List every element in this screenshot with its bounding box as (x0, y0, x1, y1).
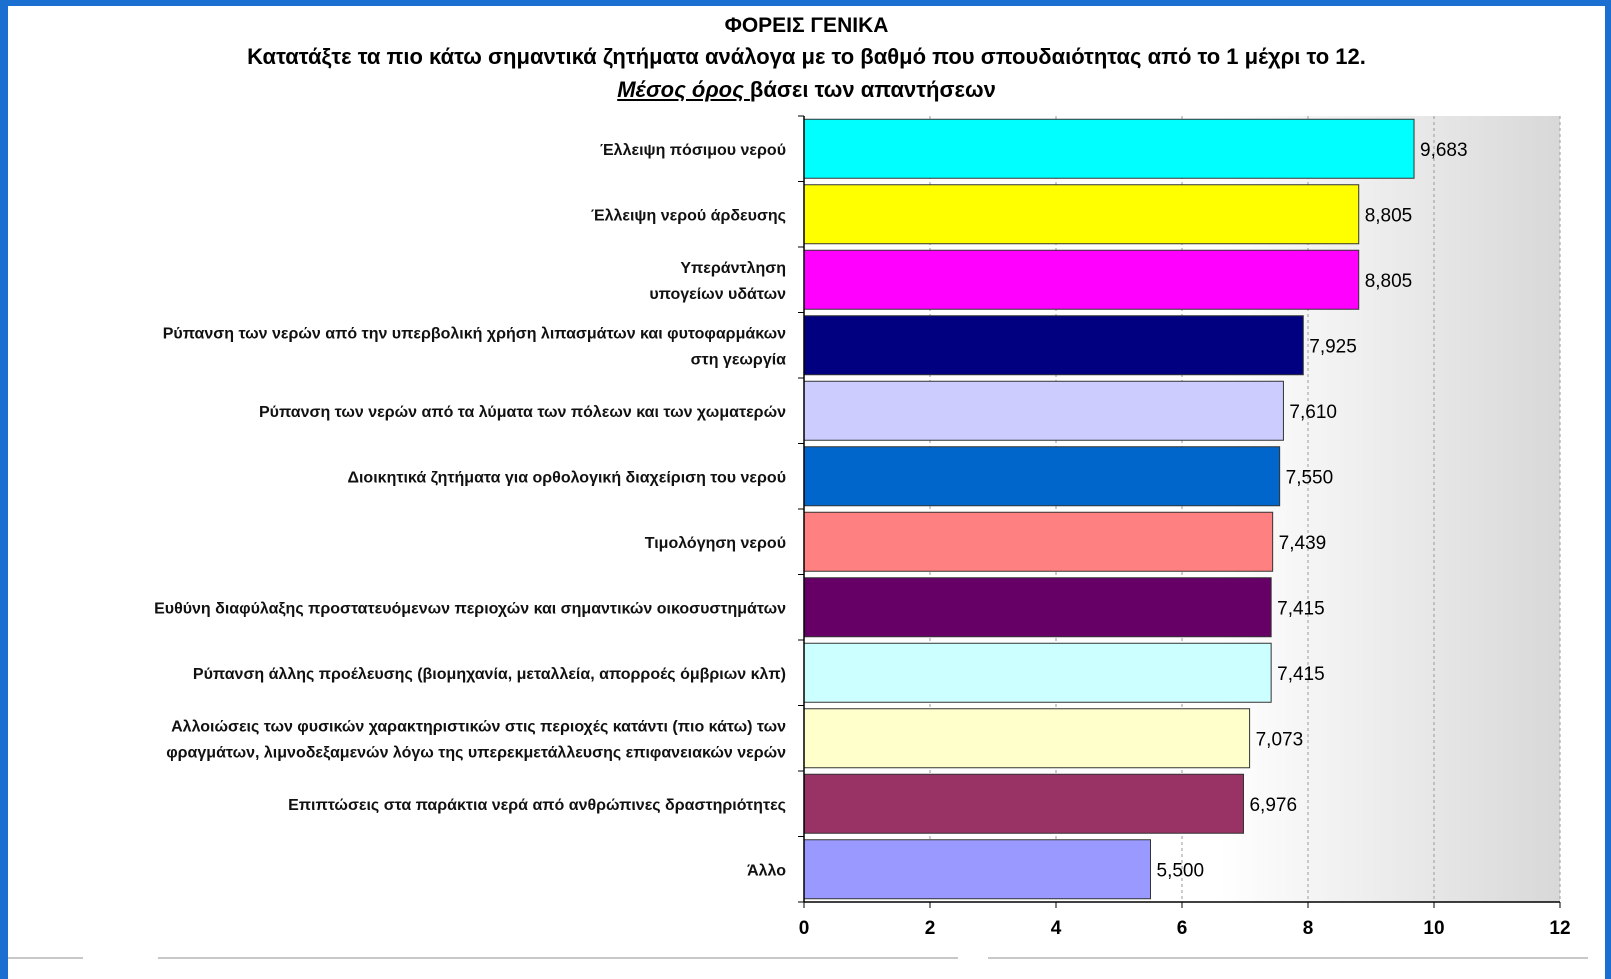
bar (803, 446, 1281, 507)
value-label: 7,610 (1289, 402, 1337, 423)
chart-subtitle: Κατατάξτε τα πιο κάτω σημαντικά ζητήματα… (247, 44, 1366, 69)
x-tick-label: 10 (1423, 918, 1444, 939)
x-tick-label: 2 (925, 918, 936, 939)
bar (803, 577, 1272, 638)
x-tick-label: 8 (1303, 918, 1314, 939)
chart-header: ΦΟΡΕΙΣ ΓΕΝΙΚΑ Κατατάξτε τα πιο κάτω σημα… (8, 12, 1605, 106)
category-label: Ευθύνη διαφύλαξης προστατευόμενων περιοχ… (154, 600, 786, 617)
chart-note-emphasis: Μέσος όρος (617, 77, 750, 102)
value-label: 8,805 (1365, 271, 1413, 292)
value-label: 7,073 (1256, 729, 1304, 750)
strip-divider (8, 957, 83, 959)
bar (803, 380, 1284, 441)
bar (803, 708, 1251, 769)
strip-divider (988, 957, 1588, 959)
category-label: υπογείων υδάτων (649, 286, 786, 303)
bar-chart: 9,683 Έλλειψη πόσιμου νερού 8,805 Έλλειψη ν… (154, 115, 1571, 939)
value-label: 6,976 (1249, 795, 1297, 816)
category-label: Αλλοιώσεις των φυσικών χαρακτηριστικών σ… (171, 718, 786, 735)
bar (803, 773, 1244, 834)
strip-divider (158, 957, 958, 959)
category-label: φραγμάτων, λιμνοδεξαμενών λόγω της υπερε… (166, 744, 786, 761)
category-label: στη γεωργία (691, 351, 787, 368)
x-tick-label: 12 (1549, 918, 1570, 939)
category-label: Ρύπανση άλλης προέλευσης (βιομηχανία, με… (193, 666, 786, 683)
category-label: Ρύπανση των νερών από τα λύματα των πόλε… (259, 404, 786, 421)
value-label: 7,415 (1277, 598, 1325, 619)
category-label: Έλλειψη νερού άρδευσης (591, 207, 786, 224)
value-label: 7,415 (1277, 664, 1325, 685)
bar (803, 184, 1360, 245)
value-label: 5,500 (1157, 860, 1205, 881)
category-label: Έλλειψη πόσιμου νερού (600, 142, 786, 159)
value-label: 9,683 (1420, 140, 1468, 161)
bar (803, 511, 1274, 572)
category-label: Διοικητικά ζητήματα για ορθολογική διαχε… (347, 469, 786, 486)
chart-title: ΦΟΡΕΙΣ ΓΕΝΙΚΑ (724, 14, 889, 37)
category-label: Υπεράντληση (680, 260, 786, 277)
category-label: Ρύπανση των νερών από την υπερβολική χρή… (163, 325, 786, 342)
chart-note-text: βάσει των απαντήσεων (749, 77, 996, 102)
chart-note: Μέσος όρος βάσει των απαντήσεων (8, 74, 1605, 106)
value-label: 7,439 (1279, 533, 1327, 554)
bottom-strip (8, 951, 1605, 979)
category-label: Τιμολόγηση νερού (645, 535, 786, 552)
value-label: 7,550 (1286, 467, 1334, 488)
bar (803, 839, 1151, 900)
category-label: Επιπτώσεις στα παράκτια νερά από ανθρώπι… (288, 797, 786, 814)
category-label: Άλλο (747, 862, 786, 879)
chart-frame: ΦΟΡΕΙΣ ΓΕΝΙΚΑ Κατατάξτε τα πιο κάτω σημα… (8, 6, 1605, 979)
bar (803, 315, 1304, 376)
x-tick-label: 0 (799, 918, 810, 939)
x-tick-label: 6 (1177, 918, 1188, 939)
value-label: 8,805 (1365, 205, 1413, 226)
bar (803, 118, 1415, 179)
bar (803, 642, 1272, 703)
x-tick-label: 4 (1051, 918, 1062, 939)
bar (803, 249, 1360, 310)
value-label: 7,925 (1309, 336, 1357, 357)
